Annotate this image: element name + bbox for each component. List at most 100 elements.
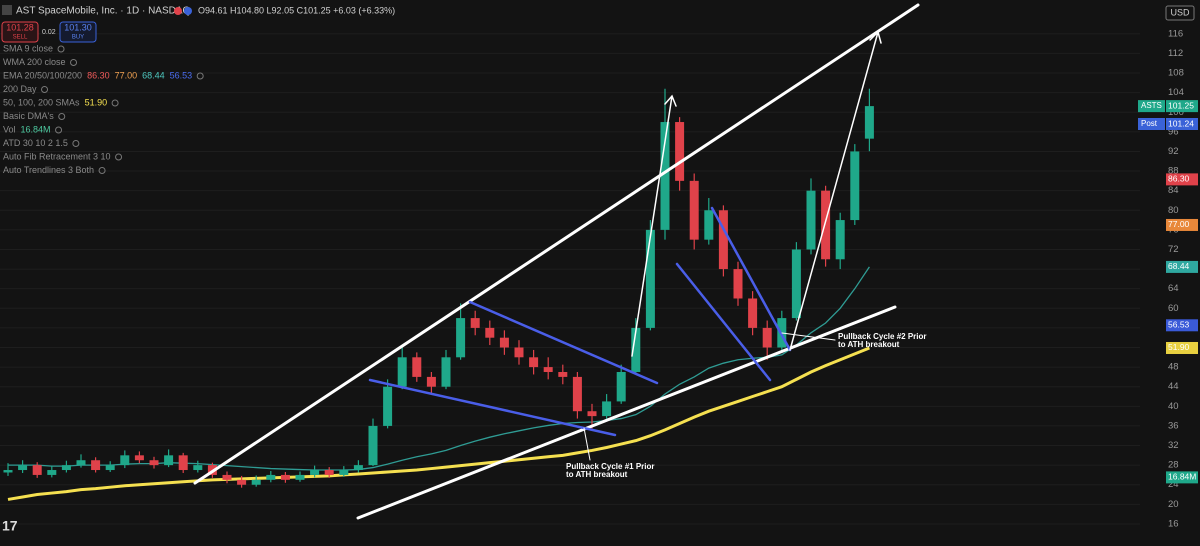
y-tick-label: 112 [1168,48,1183,59]
indicator-label: SMA 9 close [3,43,53,53]
candle-body [134,455,144,461]
candle-body [164,455,174,466]
candle-body [3,470,13,473]
indicator-value: 56.53 [170,70,193,80]
indicator-label: EMA 20/50/100/200 [3,70,82,80]
y-tick-label: 84 [1168,185,1179,196]
upper-channel [193,3,920,485]
candle-body [91,460,101,471]
candle-body [748,298,758,328]
spread: 0.02 [42,29,56,36]
price-tag-label: 68.44 [1168,261,1190,271]
annotation: to ATH breakout [566,470,628,479]
candle-body [47,470,57,475]
buy-price: 101.30 [64,22,92,32]
candle-body [18,465,28,471]
candle-body [835,220,845,260]
candle-body [762,327,772,348]
candle-body [675,122,685,181]
price-tag [1166,319,1198,332]
price-tag [1166,260,1198,273]
status-dot [174,7,182,15]
indicator-label: 200 Day [3,84,37,94]
candle-body [222,474,232,480]
candle-body [280,474,290,480]
y-tick-label: 28 [1168,460,1179,471]
visibility-toggle[interactable] [72,140,80,147]
visibility-toggle[interactable] [41,86,49,93]
flag-line [675,262,772,382]
annotation: to ATH breakout [838,340,900,349]
candle-body [558,372,568,377]
visibility-toggle[interactable] [111,99,119,107]
flag-line [710,206,792,352]
price-tag-name-bg [1138,118,1165,131]
arrow [631,94,677,357]
y-tick-label: 116 [1168,28,1183,39]
price-tag-name-bg [1138,100,1165,113]
candle-body [602,401,612,417]
indicator-label: Auto Trendlines 3 Both [3,165,94,175]
price-tag-name: ASTS [1141,101,1162,110]
buy-button[interactable] [59,21,97,43]
candle-body [105,465,115,471]
y-tick-label: 36 [1168,420,1179,431]
y-tick-label: 16 [1168,518,1179,529]
candle-body [718,210,728,270]
candle-body [193,465,203,471]
indicator-value: 16.84M [21,124,51,134]
indicator-label: Vol [3,124,16,134]
y-tick-label: 40 [1168,401,1179,412]
y-tick-label: 100 [1168,107,1184,118]
y-tick-label: 32 [1168,440,1179,451]
currency: USD [1170,7,1190,17]
price-axis [1140,0,1200,546]
candle-body [368,425,378,466]
pointer [781,332,836,341]
price-tag [1166,471,1198,484]
candle-body [821,190,831,260]
price-tag [1166,341,1198,354]
price-tag [1166,173,1198,186]
sell-label: SELL [13,35,28,41]
indicator-value: 86.30 [87,70,110,80]
visibility-toggle[interactable] [115,153,123,161]
symbol-title: AST SpaceMobile, Inc. · 1D · NASDAQ [16,6,191,17]
visibility-toggle[interactable] [55,126,63,134]
indicator-value: 51.90 [85,97,108,107]
candle-body [791,249,801,319]
sell-button[interactable] [1,21,39,43]
trendlines [193,3,920,520]
flag-line [468,300,659,385]
candle-body [689,180,699,240]
candle-body [864,106,874,139]
candle-body [266,474,276,480]
y-tick-label: 48 [1168,362,1179,373]
currency-box [1165,5,1195,21]
visibility-toggle[interactable] [98,167,106,174]
visibility-toggle[interactable] [58,113,66,120]
candle-body [485,327,495,338]
price-tag-label: 56.53 [1168,320,1190,330]
candle-body [237,479,247,485]
lower-channel [356,305,897,520]
visibility-toggle[interactable] [70,59,78,66]
y-tick-label: 72 [1168,244,1179,255]
candle-body [616,372,626,402]
price-tag-label: 101.24 [1168,118,1194,128]
status-dot [184,7,192,15]
candle-body [426,376,436,387]
candle-body [572,376,582,412]
y-tick-label: 24 [1168,479,1179,490]
price-tag [1166,218,1198,231]
candle-body [631,327,641,373]
visibility-toggle[interactable] [57,45,65,53]
candle-body [61,465,71,471]
indicator-value: 68.44 [142,70,165,80]
visibility-toggle[interactable] [196,72,204,80]
y-tick-label: 88 [1168,166,1179,177]
moving-average [7,346,870,501]
buy-label: BUY [72,35,84,41]
price-tag [1166,118,1198,131]
